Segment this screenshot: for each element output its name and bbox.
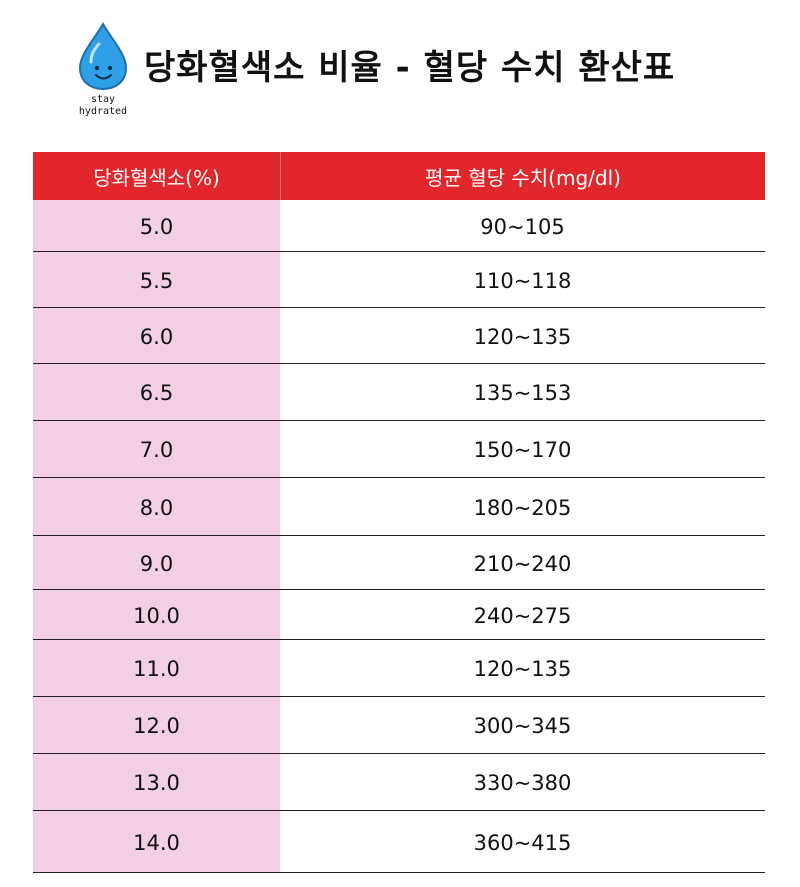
glucose-cell: 210~240 [280, 536, 765, 589]
column-header-glucose: 평균 혈당 수치(mg/dl) [425, 165, 621, 190]
a1c-cell: 6.5 [33, 364, 280, 420]
table-row: 7.0 150~170 [33, 421, 765, 478]
a1c-cell: 11.0 [33, 640, 280, 696]
table-row: 12.0 300~345 [33, 697, 765, 754]
column-header-a1c: 당화혈색소(%) [33, 152, 281, 200]
glucose-cell: 150~170 [280, 421, 765, 477]
glucose-cell: 120~135 [280, 640, 765, 696]
stay-hydrated-logo: stay hydrated [70, 18, 140, 123]
logo-text-hydrated: hydrated [78, 106, 128, 117]
table-row: 5.5 110~118 [33, 252, 765, 308]
table-row: 5.0 90~105 [33, 200, 765, 252]
a1c-cell: 8.0 [33, 478, 280, 535]
glucose-cell: 240~275 [280, 590, 765, 639]
glucose-cell: 180~205 [280, 478, 765, 535]
table-row: 6.5 135~153 [33, 364, 765, 421]
logo-text-stay: stay [90, 94, 116, 105]
a1c-cell: 12.0 [33, 697, 280, 753]
water-drop-icon [78, 22, 128, 91]
table-row: 13.0 330~380 [33, 754, 765, 811]
a1c-cell: 14.0 [33, 811, 280, 872]
table-row: 8.0 180~205 [33, 478, 765, 536]
table-row: 10.0 240~275 [33, 590, 765, 640]
table-row: 11.0 120~135 [33, 640, 765, 697]
a1c-cell: 6.0 [33, 308, 280, 363]
table-row: 14.0 360~415 [33, 811, 765, 873]
a1c-cell: 7.0 [33, 421, 280, 477]
table-row: 9.0 210~240 [33, 536, 765, 590]
table-row: 6.0 120~135 [33, 308, 765, 364]
glucose-cell: 330~380 [280, 754, 765, 810]
a1c-cell: 13.0 [33, 754, 280, 810]
page-header: stay hydrated 당화혈색소 비율 - 혈당 수치 환산표 [70, 18, 770, 128]
a1c-cell: 5.5 [33, 252, 280, 307]
glucose-cell: 360~415 [280, 811, 765, 872]
glucose-cell: 120~135 [280, 308, 765, 363]
glucose-cell: 135~153 [280, 364, 765, 420]
glucose-cell: 90~105 [280, 200, 765, 251]
page-title: 당화혈색소 비율 - 혈당 수치 환산표 [144, 48, 676, 88]
a1c-cell: 10.0 [33, 590, 280, 639]
conversion-table: 당화혈색소(%) 평균 혈당 수치(mg/dl) 5.0 90~105 5.5 … [33, 152, 765, 873]
a1c-cell: 9.0 [33, 536, 280, 589]
glucose-cell: 110~118 [280, 252, 765, 307]
table-header: 당화혈색소(%) 평균 혈당 수치(mg/dl) [33, 152, 765, 200]
glucose-cell: 300~345 [280, 697, 765, 753]
a1c-cell: 5.0 [33, 200, 280, 251]
